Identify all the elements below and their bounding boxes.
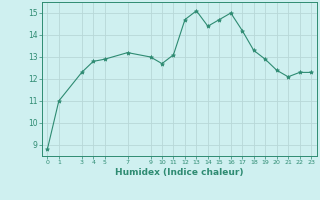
X-axis label: Humidex (Indice chaleur): Humidex (Indice chaleur) <box>115 168 244 177</box>
